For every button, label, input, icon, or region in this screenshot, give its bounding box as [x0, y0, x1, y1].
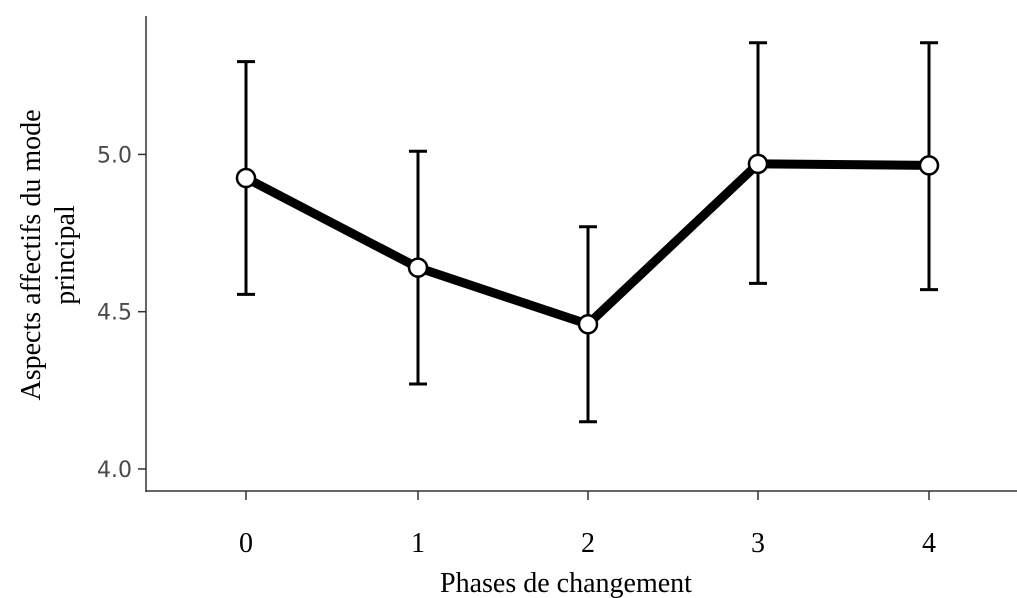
markers [235, 153, 940, 335]
x-tick-label: 0 [239, 528, 253, 559]
y-tick-label: 5.0 [97, 143, 132, 168]
y-axis: 4.0 4.5 5.0 [97, 16, 147, 492]
y-axis-title-line-1: Aspects affectifs du mode [16, 109, 47, 400]
data-point [918, 155, 940, 176]
x-tick-label: 1 [411, 528, 425, 559]
data-point [407, 257, 429, 278]
x-axis: 0 1 2 3 4 [146, 490, 1017, 559]
y-axis-title: Aspects affectifs du mode principal [16, 109, 81, 400]
x-tick-label: 2 [581, 528, 595, 559]
x-tick-label: 3 [751, 528, 765, 559]
data-point [577, 314, 599, 335]
y-axis-title-line-2: principal [50, 205, 81, 305]
y-tick-label: 4.0 [97, 458, 132, 483]
x-tick-label: 4 [922, 528, 936, 559]
y-tick-label: 4.5 [97, 301, 132, 326]
data-point [747, 153, 769, 175]
x-axis-title: Phases de changement [440, 568, 692, 598]
data-point [235, 167, 257, 189]
